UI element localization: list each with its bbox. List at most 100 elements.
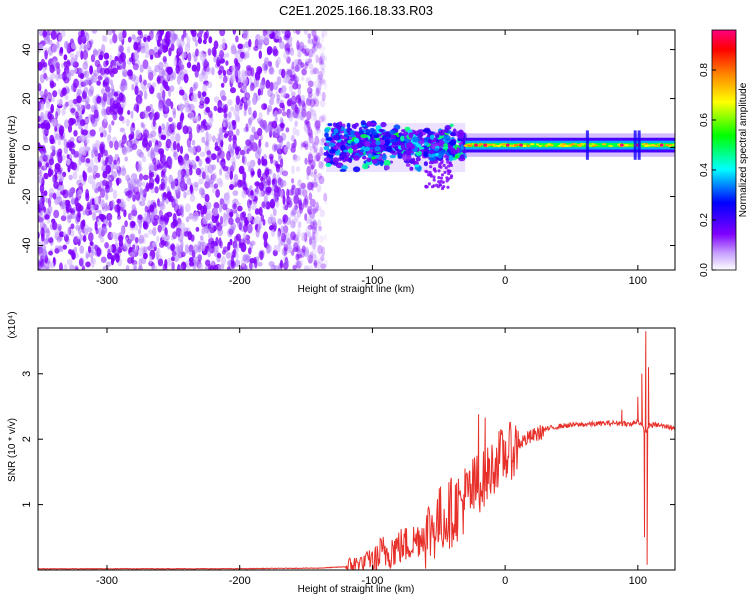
spectrogram-noise-speck bbox=[70, 223, 75, 230]
spectrogram-noise-speck bbox=[267, 61, 273, 67]
spectrogram-noise-speck bbox=[320, 56, 325, 62]
spectrogram-noise-speck bbox=[311, 36, 318, 47]
spectrogram-noise-speck bbox=[38, 168, 41, 176]
spectrogram-noise-speck bbox=[94, 196, 100, 206]
spectrogram-noise-speck bbox=[38, 247, 44, 258]
spectrogram-noise-speck bbox=[169, 37, 175, 46]
spectrogram-noise-speck bbox=[263, 231, 269, 241]
spectrogram-noise-speck bbox=[90, 205, 96, 211]
spectrogram-noise-speck bbox=[48, 237, 54, 244]
spectrogram-noise-speck bbox=[304, 119, 308, 125]
spectrogram-noise-speck bbox=[307, 80, 314, 88]
spectrogram-noise-speck bbox=[238, 165, 245, 175]
spectrogram-noise-speck bbox=[42, 129, 49, 135]
spectrogram-noise-speck bbox=[321, 137, 327, 143]
spectrogram-noise-speck bbox=[106, 212, 113, 221]
spectrogram-signal-blob bbox=[437, 154, 443, 159]
spectrogram-noise-speck bbox=[321, 137, 325, 147]
spectrogram-noise-speck bbox=[274, 110, 278, 117]
spectrogram-signal-blob bbox=[339, 168, 347, 172]
spectrogram-noise-speck bbox=[254, 208, 260, 215]
spectrogram-noise-speck bbox=[87, 245, 92, 254]
spectrogram-noise-speck bbox=[92, 258, 96, 265]
spectrogram-noise-speck bbox=[204, 125, 208, 131]
spectrogram-noise-speck bbox=[133, 265, 137, 270]
spectrogram-signal-blob bbox=[450, 132, 456, 137]
spectrogram-noise-speck bbox=[43, 160, 47, 170]
spectrogram-noise-speck bbox=[103, 52, 110, 60]
spectrogram-signal-blob bbox=[370, 122, 376, 126]
spectrogram-noise-speck bbox=[82, 50, 89, 60]
spectrogram-noise-speck bbox=[311, 30, 317, 38]
spectrogram-noise-speck bbox=[275, 144, 282, 152]
spectrogram-noise-speck bbox=[215, 236, 219, 247]
snr-frame bbox=[37, 327, 676, 571]
spectrogram-noise-speck bbox=[317, 81, 322, 91]
snr-y-axis-label: SNR (10 * v/v) bbox=[7, 418, 18, 482]
spectrogram-noise-speck bbox=[281, 68, 286, 79]
spectrogram-noise-speck bbox=[286, 41, 293, 48]
spectrogram-noise-speck bbox=[205, 201, 212, 210]
spectrogram-noise-speck bbox=[42, 30, 47, 38]
spectrogram-noise-speck bbox=[246, 239, 251, 245]
spectrogram-noise-speck bbox=[188, 131, 193, 142]
spectrogram-noise-speck bbox=[67, 124, 73, 133]
spectrogram-noise-speck bbox=[276, 56, 281, 65]
spectrogram-noise-speck bbox=[309, 69, 314, 75]
spectrogram-noise-speck bbox=[217, 69, 222, 76]
spectrogram-signal-blob bbox=[329, 148, 336, 154]
spectrogram-noise-speck bbox=[111, 67, 118, 75]
spectrogram-noise-speck bbox=[167, 156, 173, 167]
spectrogram-noise-speck bbox=[221, 265, 224, 270]
spectrogram-noise-speck bbox=[80, 73, 84, 80]
spectrogram-noise-speck bbox=[247, 223, 253, 234]
spectrogram-noise-speck bbox=[150, 171, 154, 178]
spectrogram-noise-speck bbox=[188, 103, 195, 112]
spectrogram-noise-speck bbox=[65, 158, 71, 165]
spectrogram-noise-speck bbox=[294, 155, 301, 162]
spectrogram-noise-speck bbox=[157, 258, 164, 267]
spectrogram-noise-speck bbox=[84, 118, 90, 124]
spectrogram-band-speck bbox=[502, 144, 507, 147]
spectrogram-noise-speck bbox=[189, 159, 196, 166]
spectrogram-noise-speck bbox=[291, 184, 296, 190]
spectrogram-noise-speck bbox=[122, 201, 127, 210]
spectrogram-noise-speck bbox=[275, 200, 280, 208]
spectrogram-signal-blob bbox=[424, 142, 429, 146]
spectrogram-noise-speck bbox=[311, 231, 316, 241]
spectrogram-noise-speck bbox=[302, 140, 309, 148]
spectrogram-noise-speck bbox=[262, 219, 266, 226]
spectrogram-signal-blob bbox=[435, 183, 439, 187]
spectrogram-noise-speck bbox=[183, 191, 187, 199]
spectrogram-noise-speck bbox=[186, 61, 192, 69]
spectrogram-noise-speck bbox=[284, 257, 289, 266]
spectrogram-noise-speck bbox=[125, 174, 131, 182]
spectrogram-signal-blob bbox=[340, 144, 346, 151]
spectrogram-burst bbox=[633, 130, 637, 160]
spectrogram-noise-speck bbox=[159, 151, 165, 158]
spectrogram-noise-speck bbox=[109, 97, 116, 107]
spectrogram-noise-speck bbox=[320, 67, 325, 77]
spectrogram-signal-blob bbox=[384, 165, 390, 171]
spectrogram-noise-speck bbox=[127, 36, 132, 43]
spectrogram-noise-speck bbox=[65, 60, 72, 67]
spectrogram-noise-speck bbox=[173, 151, 178, 161]
spectrogram-noise-speck bbox=[168, 47, 172, 57]
spectrogram-noise-speck bbox=[270, 264, 276, 270]
spectrogram-x-tick-label: -200 bbox=[229, 275, 251, 287]
spectrogram-noise-speck bbox=[319, 52, 325, 61]
colorbar-tick-label: 0.0 bbox=[699, 263, 710, 277]
spectrogram-noise-speck bbox=[89, 65, 94, 75]
spectrogram-noise-speck bbox=[198, 178, 204, 185]
spectrogram-noise-speck bbox=[189, 146, 195, 155]
spectrogram-noise-speck bbox=[156, 235, 160, 243]
spectrogram-noise-speck bbox=[94, 187, 99, 193]
spectrogram-noise-speck bbox=[319, 63, 323, 71]
spectrogram-noise-speck bbox=[131, 204, 136, 211]
spectrogram-noise-speck bbox=[137, 214, 143, 221]
spectrogram-noise-speck bbox=[243, 30, 249, 36]
spectrogram-y-tick-label: 40 bbox=[21, 43, 33, 55]
spectrogram-noise-speck bbox=[307, 37, 312, 45]
spectrogram-noise-speck bbox=[193, 81, 199, 90]
spectrogram-noise-speck bbox=[304, 213, 308, 221]
